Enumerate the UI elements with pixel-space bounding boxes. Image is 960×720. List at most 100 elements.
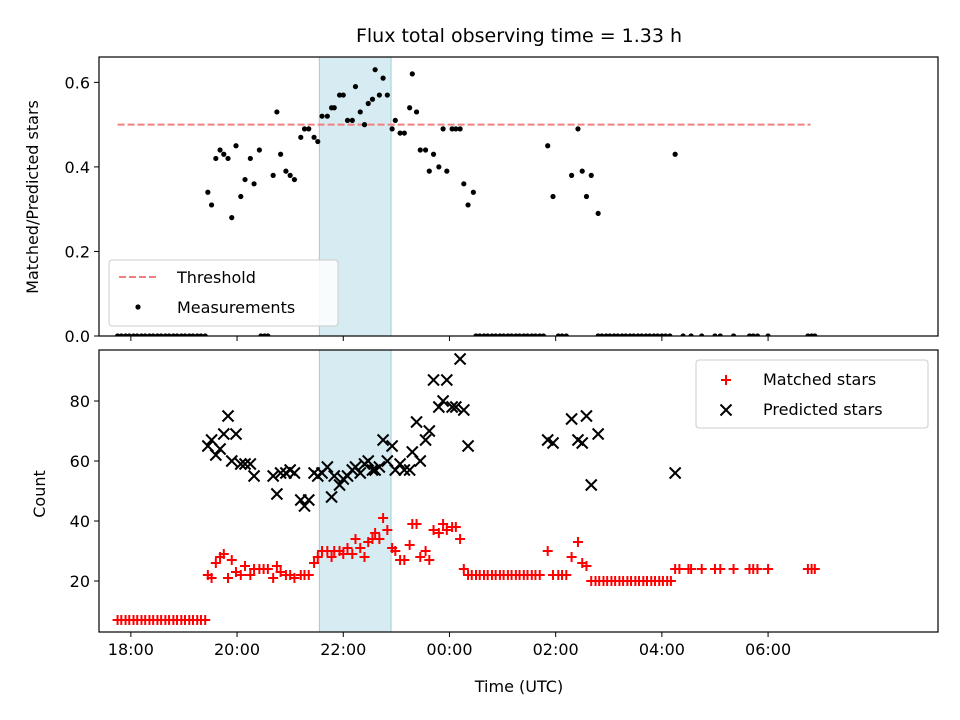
measurements-point — [559, 333, 565, 336]
predicted-stars-point — [366, 463, 379, 477]
matched-stars-point — [458, 564, 469, 574]
measurements-point — [118, 333, 124, 336]
matched-stars-point — [415, 552, 426, 562]
matched-stars-point — [763, 564, 774, 574]
measurements-point — [217, 147, 223, 153]
predicted-stars-point — [225, 454, 238, 468]
measurements-point — [247, 155, 253, 162]
predicted-stars-point — [274, 466, 287, 480]
top-y-tick-label: 0.6 — [65, 73, 90, 92]
measurements-point — [213, 155, 219, 162]
measurements-point — [430, 151, 437, 157]
measurements-point — [575, 126, 581, 132]
top-y-tick-label: 0.0 — [65, 327, 90, 346]
count-panel: 18:00 20:00 22:00 00:00 02:00 04:00 06:00 20 40 6… — [70, 349, 939, 659]
measurements-point — [324, 113, 330, 119]
matched-stars-point — [235, 570, 246, 580]
measurements-point — [150, 333, 156, 336]
predicted-stars-point — [362, 454, 375, 468]
predicted-stars-point — [585, 478, 598, 492]
predicted-stars-point — [427, 373, 440, 387]
predicted-stars-point — [546, 436, 560, 450]
measurements-point — [712, 333, 718, 336]
matched-stars-point — [438, 519, 449, 529]
matched-stars-point — [382, 525, 393, 535]
predicted-stars-point — [398, 463, 411, 477]
measurements-point — [401, 130, 407, 136]
measurements-point — [392, 117, 398, 124]
matched-stars-point — [404, 540, 415, 550]
matched-stars-point — [347, 549, 358, 559]
measurements-point — [291, 176, 298, 183]
matched-stars-point — [542, 546, 553, 556]
measurements-point — [524, 333, 531, 336]
matched-stars-point — [370, 528, 381, 538]
predicted-stars-point — [234, 457, 247, 471]
bottom-y-axis-label: Count — [30, 470, 49, 518]
matched-stars-point — [223, 573, 234, 583]
measurements-point — [265, 333, 271, 336]
predicted-stars-point — [244, 457, 257, 471]
matched-stars-point — [240, 561, 251, 571]
matched-stars-point — [450, 522, 461, 532]
matched-stars-point — [390, 546, 401, 556]
matched-stars-point — [715, 564, 726, 574]
matched-stars-point — [728, 564, 739, 574]
matched-stars-point — [309, 558, 320, 568]
predicted-stars-point — [247, 469, 261, 483]
measurements-point — [508, 333, 515, 336]
legend-predicted-label: Predicted stars — [763, 400, 883, 419]
measurements-point — [278, 151, 284, 157]
legend-measurements-label: Measurements — [177, 298, 295, 317]
matched-stars-point — [566, 552, 577, 562]
measurements-point — [205, 189, 211, 195]
matched-stars-point — [420, 546, 431, 556]
matched-stars-point — [218, 549, 229, 559]
measurements-point — [444, 168, 450, 174]
measurements-point — [413, 109, 420, 115]
matched-stars-point — [411, 519, 422, 529]
matched-stars-point — [424, 555, 435, 565]
bottom-y-tick-label: 60 — [70, 452, 90, 471]
predicted-stars-point — [229, 427, 243, 441]
matched-stars-point — [262, 564, 273, 574]
legend-threshold-label: Threshold — [176, 268, 256, 287]
measurements-point — [540, 333, 547, 336]
ratio-panel: 0.0 0.2 0.4 0.6 Threshold Measurements — [65, 56, 939, 346]
measurements-point — [409, 71, 415, 77]
measurements-point — [369, 96, 376, 102]
x-tick-label: 18:00 — [108, 640, 154, 659]
bottom-points — [112, 352, 820, 625]
matched-stars-point — [355, 543, 366, 553]
matched-stars-point — [342, 543, 353, 553]
top-y-axis-label: Matched/Predicted stars — [23, 100, 42, 294]
measurements-point — [202, 333, 208, 336]
measurements-point — [158, 333, 164, 336]
matched-stars-point — [686, 564, 697, 574]
matched-stars-point — [268, 573, 279, 583]
bottom-y-tick-label: 20 — [70, 572, 90, 591]
measurements-point — [449, 126, 455, 132]
predicted-stars-point — [221, 409, 235, 423]
predicted-stars-point — [576, 436, 589, 450]
bottom-y-tick-label: 40 — [70, 512, 90, 531]
measurements-point — [380, 75, 386, 81]
measurements-point — [389, 126, 395, 132]
measurements-point — [754, 333, 761, 336]
top-axes-frame — [98, 56, 939, 337]
bottom-legend: Matched stars Predicted stars — [695, 359, 929, 429]
measurements-point — [190, 333, 196, 336]
measurements-point — [667, 333, 673, 336]
measurements-point — [516, 333, 523, 336]
matched-stars-point — [374, 534, 385, 544]
matched-stars-point — [200, 615, 211, 625]
bottom-legend-box — [695, 359, 929, 429]
matched-stars-point — [359, 552, 370, 562]
measurements-point — [688, 333, 694, 336]
x-tick-label: 20:00 — [214, 640, 260, 659]
measurements-point — [384, 92, 390, 98]
legend-matched-swatch — [721, 375, 731, 385]
measurements-point — [311, 134, 317, 140]
measurements-point — [315, 138, 321, 145]
